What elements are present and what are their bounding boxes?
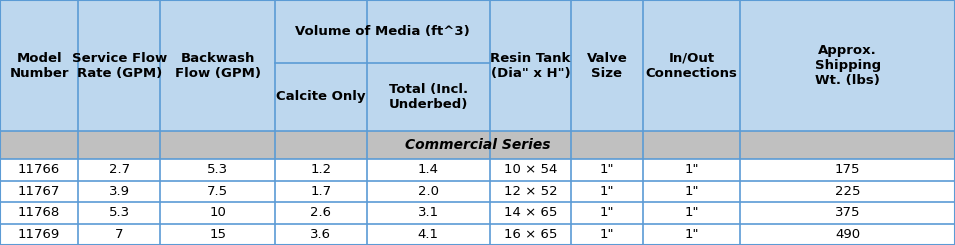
Text: Total (Incl.
Underbed): Total (Incl. Underbed) bbox=[389, 83, 468, 111]
Text: 4.1: 4.1 bbox=[418, 228, 438, 241]
Bar bbox=[0, 202, 955, 223]
Text: 1": 1" bbox=[600, 163, 614, 176]
Bar bbox=[0, 0, 955, 131]
Text: 1": 1" bbox=[684, 185, 699, 198]
Bar bbox=[0, 131, 955, 159]
Bar bbox=[0, 223, 955, 245]
Text: 12 × 52: 12 × 52 bbox=[503, 185, 558, 198]
Text: 16 × 65: 16 × 65 bbox=[504, 228, 557, 241]
Text: Commercial Series: Commercial Series bbox=[405, 138, 550, 152]
Text: 1": 1" bbox=[600, 228, 614, 241]
Text: 7.5: 7.5 bbox=[207, 185, 228, 198]
Text: 375: 375 bbox=[835, 206, 860, 219]
Text: In/Out
Connections: In/Out Connections bbox=[646, 51, 737, 80]
Text: 2.7: 2.7 bbox=[109, 163, 130, 176]
Text: 225: 225 bbox=[835, 185, 860, 198]
Text: 2.0: 2.0 bbox=[418, 185, 438, 198]
Text: 490: 490 bbox=[835, 228, 860, 241]
Bar bbox=[0, 181, 955, 202]
Text: 11766: 11766 bbox=[18, 163, 60, 176]
Text: 11768: 11768 bbox=[18, 206, 60, 219]
Text: 5.3: 5.3 bbox=[207, 163, 228, 176]
Text: 1": 1" bbox=[684, 163, 699, 176]
Text: 11769: 11769 bbox=[18, 228, 60, 241]
Text: 10 × 54: 10 × 54 bbox=[504, 163, 557, 176]
Text: 5.3: 5.3 bbox=[109, 206, 130, 219]
Text: 10: 10 bbox=[209, 206, 226, 219]
Text: 1": 1" bbox=[600, 185, 614, 198]
Text: 1.7: 1.7 bbox=[310, 185, 331, 198]
Text: Approx.
Shipping
Wt. (lbs): Approx. Shipping Wt. (lbs) bbox=[815, 44, 881, 87]
Text: 3.1: 3.1 bbox=[417, 206, 439, 219]
Text: Calcite Only: Calcite Only bbox=[276, 90, 366, 103]
Text: 1": 1" bbox=[684, 228, 699, 241]
Text: 11767: 11767 bbox=[18, 185, 60, 198]
Text: Model
Number: Model Number bbox=[10, 51, 69, 80]
Text: 1.4: 1.4 bbox=[418, 163, 438, 176]
Text: 1": 1" bbox=[600, 206, 614, 219]
Text: Resin Tank
(Dia" x H"): Resin Tank (Dia" x H") bbox=[490, 51, 571, 80]
Text: 15: 15 bbox=[209, 228, 226, 241]
Text: Valve
Size: Valve Size bbox=[586, 51, 627, 80]
Text: 1.2: 1.2 bbox=[310, 163, 331, 176]
Text: 14 × 65: 14 × 65 bbox=[504, 206, 557, 219]
Bar bbox=[0, 159, 955, 181]
Text: Service Flow
Rate (GPM): Service Flow Rate (GPM) bbox=[72, 51, 167, 80]
Text: 3.6: 3.6 bbox=[310, 228, 331, 241]
Text: 1": 1" bbox=[684, 206, 699, 219]
Text: 2.6: 2.6 bbox=[310, 206, 331, 219]
Text: 175: 175 bbox=[835, 163, 860, 176]
Text: Volume of Media (ft^3): Volume of Media (ft^3) bbox=[295, 25, 470, 38]
Text: Backwash
Flow (GPM): Backwash Flow (GPM) bbox=[175, 51, 261, 80]
Text: 7: 7 bbox=[116, 228, 123, 241]
Text: 3.9: 3.9 bbox=[109, 185, 130, 198]
